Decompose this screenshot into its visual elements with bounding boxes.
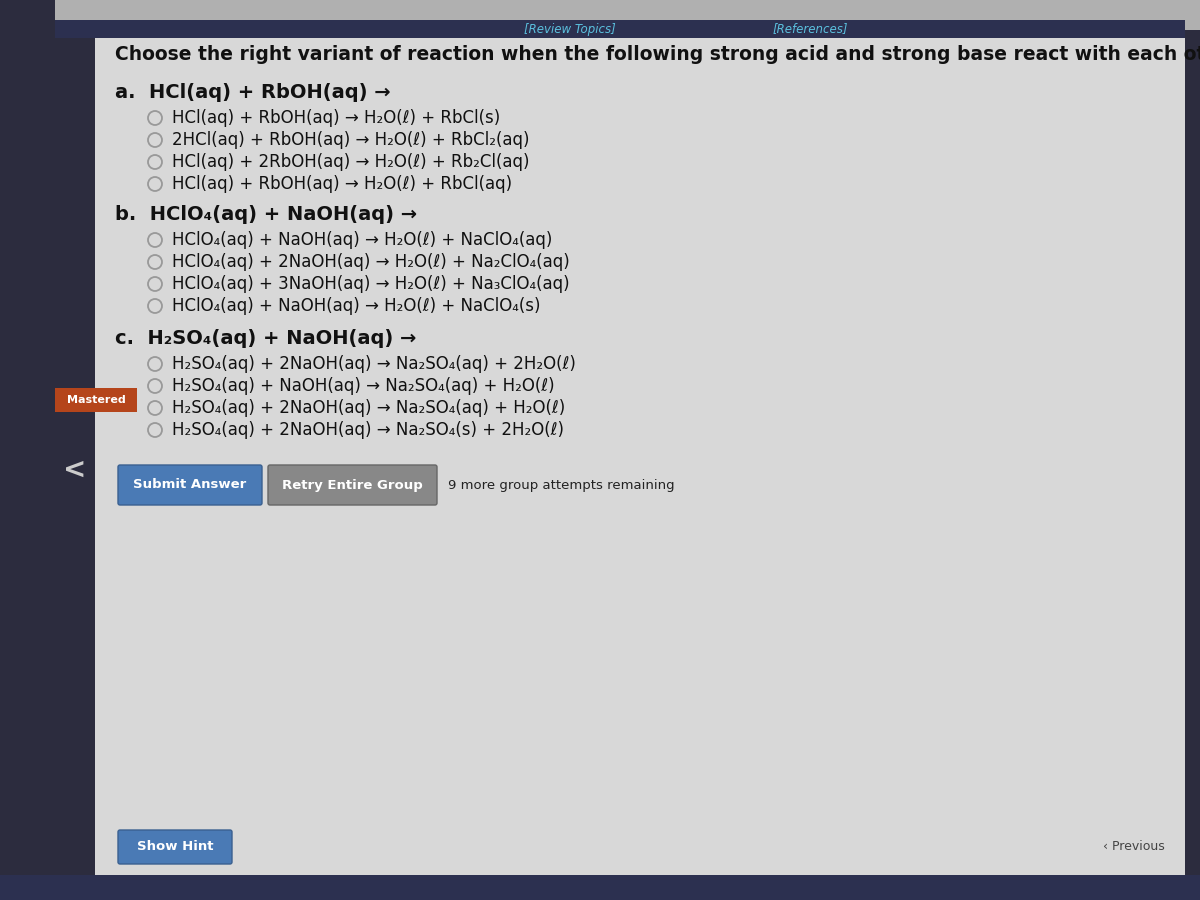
Text: HClO₄(aq) + NaOH(aq) → H₂O(ℓ) + NaClO₄(aq): HClO₄(aq) + NaOH(aq) → H₂O(ℓ) + NaClO₄(a… [172, 231, 552, 249]
Text: HClO₄(aq) + NaOH(aq) → H₂O(ℓ) + NaClO₄(s): HClO₄(aq) + NaOH(aq) → H₂O(ℓ) + NaClO₄(s… [172, 297, 540, 315]
Text: Choose the right variant of reaction when the following strong acid and strong b: Choose the right variant of reaction whe… [115, 46, 1200, 65]
Text: <: < [64, 456, 86, 484]
Text: H₂SO₄(aq) + 2NaOH(aq) → Na₂SO₄(aq) + 2H₂O(ℓ): H₂SO₄(aq) + 2NaOH(aq) → Na₂SO₄(aq) + 2H₂… [172, 355, 576, 373]
Text: H₂SO₄(aq) + 2NaOH(aq) → Na₂SO₄(s) + 2H₂O(ℓ): H₂SO₄(aq) + 2NaOH(aq) → Na₂SO₄(s) + 2H₂O… [172, 421, 564, 439]
Text: Mastered: Mastered [67, 395, 125, 405]
Text: c.  H₂SO₄(aq) + NaOH(aq) →: c. H₂SO₄(aq) + NaOH(aq) → [115, 328, 416, 347]
Text: HCl(aq) + RbOH(aq) → H₂O(ℓ) + RbCl(s): HCl(aq) + RbOH(aq) → H₂O(ℓ) + RbCl(s) [172, 109, 500, 127]
Text: Show Hint: Show Hint [137, 841, 214, 853]
FancyBboxPatch shape [55, 38, 95, 875]
FancyBboxPatch shape [268, 465, 437, 505]
Text: HCl(aq) + 2RbOH(aq) → H₂O(ℓ) + Rb₂Cl(aq): HCl(aq) + 2RbOH(aq) → H₂O(ℓ) + Rb₂Cl(aq) [172, 153, 529, 171]
FancyBboxPatch shape [1186, 30, 1200, 875]
FancyBboxPatch shape [55, 30, 1186, 875]
Text: Retry Entire Group: Retry Entire Group [282, 479, 422, 491]
Text: 9 more group attempts remaining: 9 more group attempts remaining [448, 479, 674, 491]
Text: 2HCl(aq) + RbOH(aq) → H₂O(ℓ) + RbCl₂(aq): 2HCl(aq) + RbOH(aq) → H₂O(ℓ) + RbCl₂(aq) [172, 131, 529, 149]
FancyBboxPatch shape [118, 830, 232, 864]
Text: Submit Answer: Submit Answer [133, 479, 247, 491]
Text: ‹ Previous: ‹ Previous [1103, 841, 1165, 853]
FancyBboxPatch shape [55, 388, 137, 412]
Text: HClO₄(aq) + 3NaOH(aq) → H₂O(ℓ) + Na₃ClO₄(aq): HClO₄(aq) + 3NaOH(aq) → H₂O(ℓ) + Na₃ClO₄… [172, 275, 570, 293]
FancyBboxPatch shape [0, 875, 1200, 900]
Text: [Review Topics]: [Review Topics] [524, 22, 616, 35]
Text: H₂SO₄(aq) + NaOH(aq) → Na₂SO₄(aq) + H₂O(ℓ): H₂SO₄(aq) + NaOH(aq) → Na₂SO₄(aq) + H₂O(… [172, 377, 554, 395]
FancyBboxPatch shape [0, 0, 55, 900]
Text: b.  HClO₄(aq) + NaOH(aq) →: b. HClO₄(aq) + NaOH(aq) → [115, 204, 418, 223]
FancyBboxPatch shape [118, 465, 262, 505]
Text: HClO₄(aq) + 2NaOH(aq) → H₂O(ℓ) + Na₂ClO₄(aq): HClO₄(aq) + 2NaOH(aq) → H₂O(ℓ) + Na₂ClO₄… [172, 253, 570, 271]
Text: HCl(aq) + RbOH(aq) → H₂O(ℓ) + RbCl(aq): HCl(aq) + RbOH(aq) → H₂O(ℓ) + RbCl(aq) [172, 175, 512, 193]
Text: H₂SO₄(aq) + 2NaOH(aq) → Na₂SO₄(aq) + H₂O(ℓ): H₂SO₄(aq) + 2NaOH(aq) → Na₂SO₄(aq) + H₂O… [172, 399, 565, 417]
Text: a.  HCl(aq) + RbOH(aq) →: a. HCl(aq) + RbOH(aq) → [115, 83, 391, 102]
FancyBboxPatch shape [55, 20, 1186, 38]
Text: [References]: [References] [773, 22, 847, 35]
